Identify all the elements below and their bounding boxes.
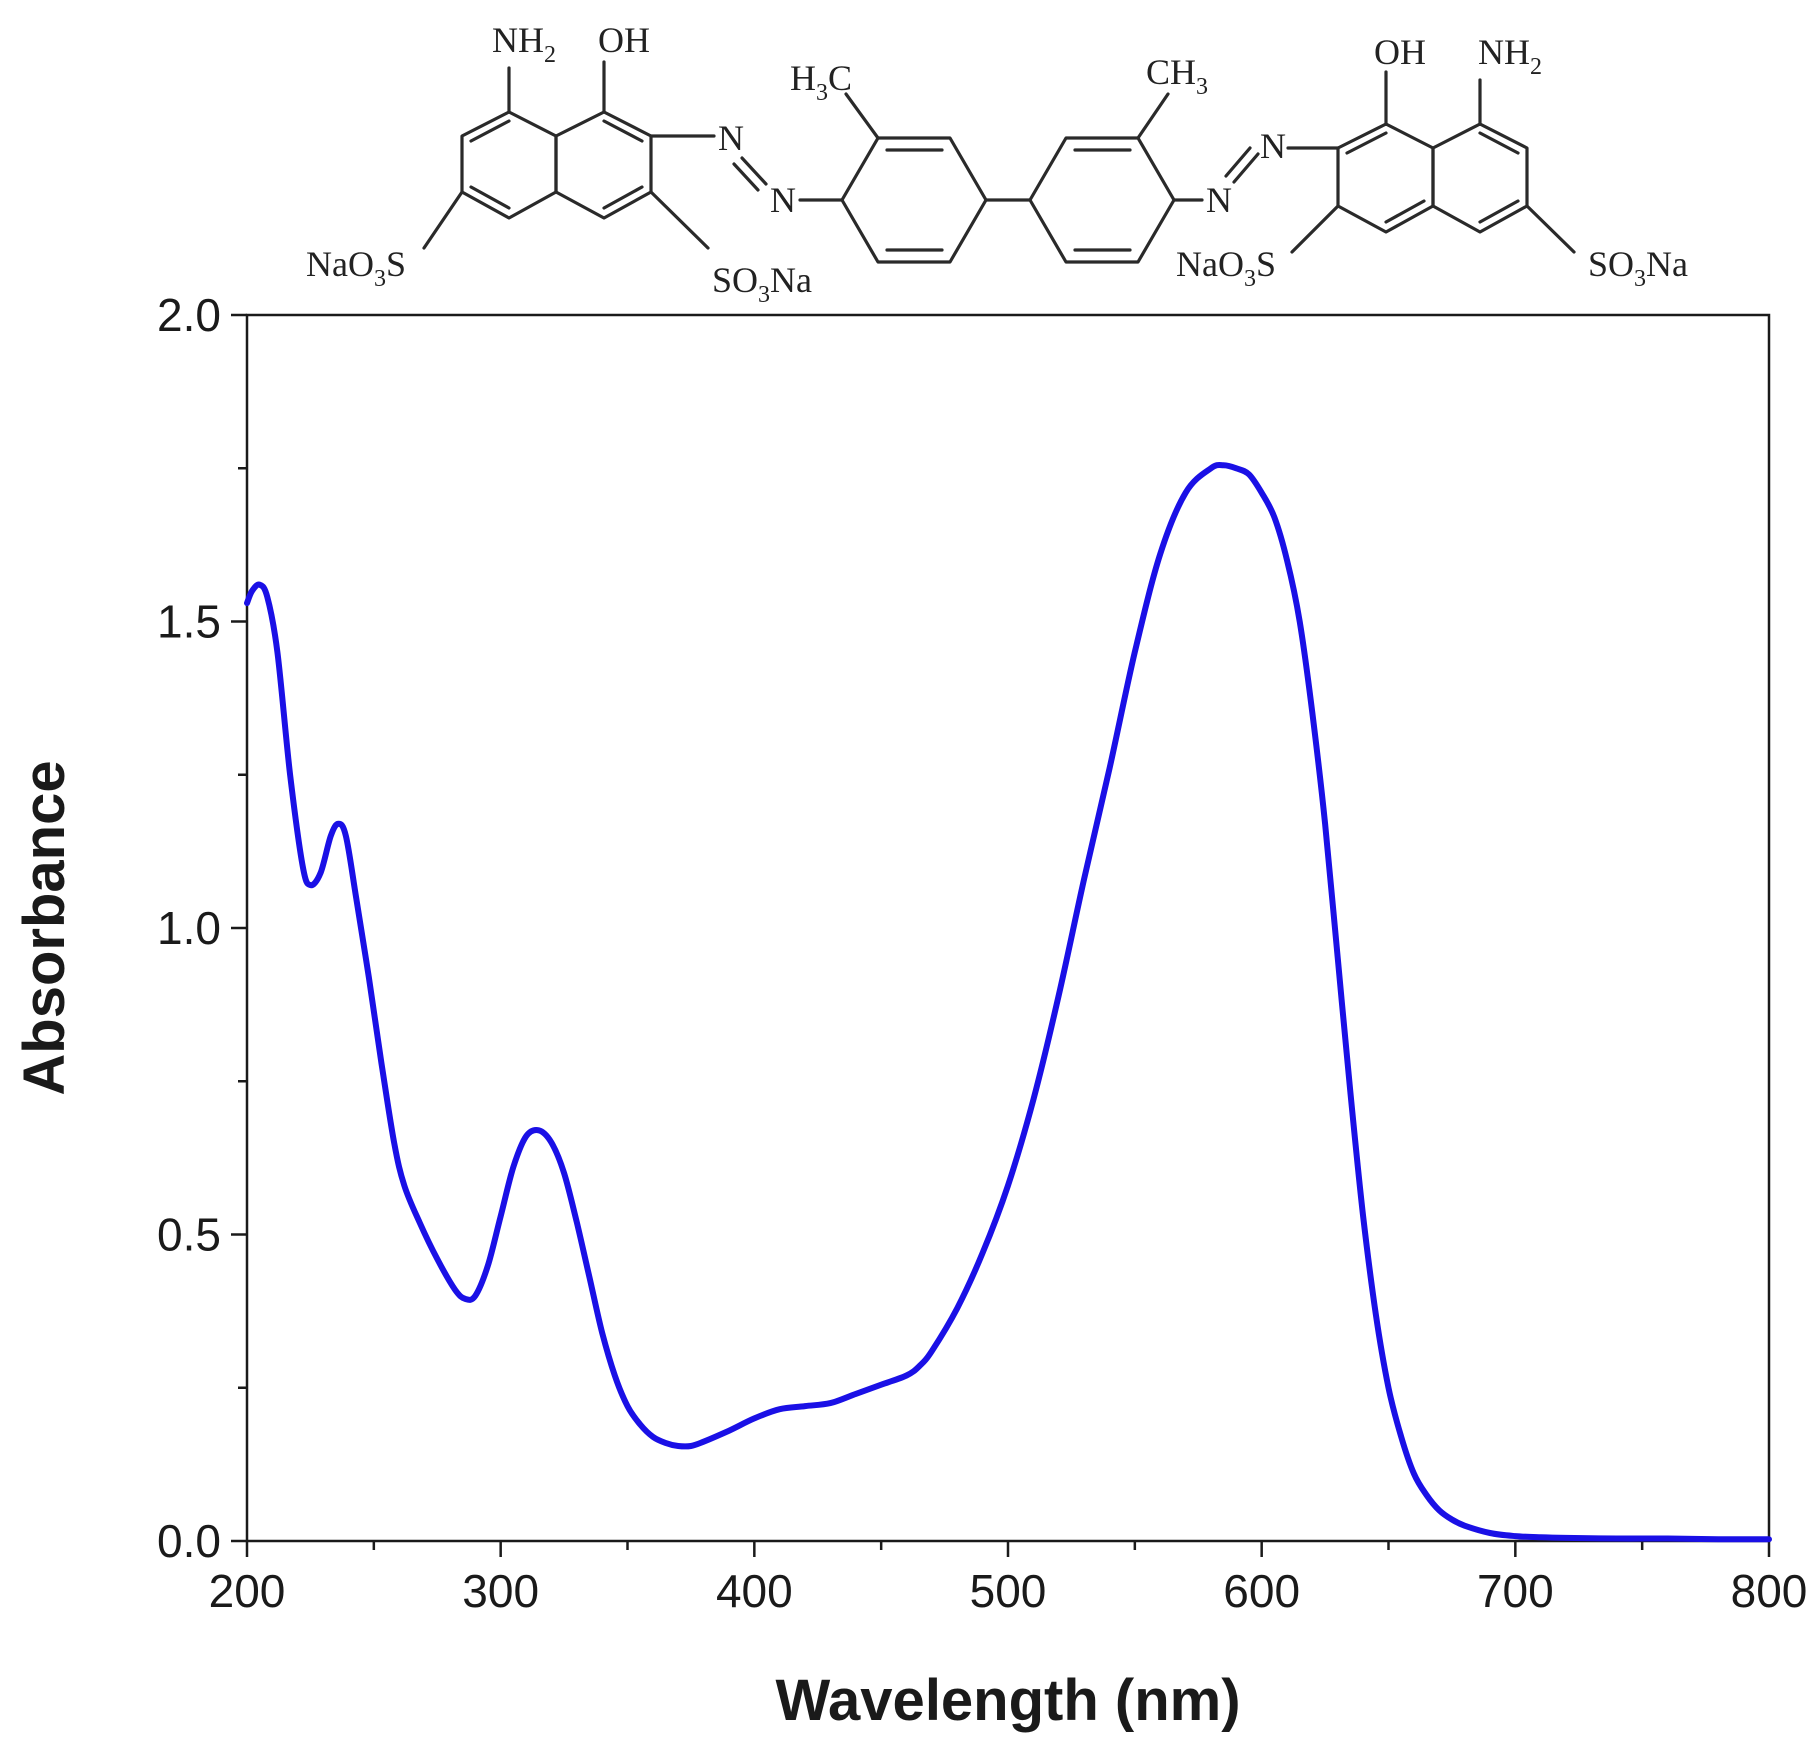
left-naphthalene-ring-a bbox=[460, 110, 558, 220]
nh2-left-label: NH bbox=[492, 20, 544, 60]
nh2-right-label: NH bbox=[1478, 32, 1530, 72]
x-tick-label: 200 bbox=[209, 1565, 286, 1617]
azo-n-right-bottom: N bbox=[1206, 180, 1232, 220]
svg-text:SO3Na: SO3Na bbox=[712, 260, 812, 308]
oh-right-label: OH bbox=[1374, 32, 1426, 72]
biphenyl-ring-left bbox=[840, 136, 988, 264]
absorbance-series-line bbox=[244, 461, 1772, 1543]
x-tick-label: 700 bbox=[1477, 1565, 1554, 1617]
x-tick-label: 400 bbox=[716, 1565, 793, 1617]
h3c-label: H bbox=[790, 58, 816, 98]
so3na-right-label: SO bbox=[1588, 244, 1634, 284]
x-tick-label: 600 bbox=[1223, 1565, 1300, 1617]
biphenyl-ring-right bbox=[1028, 136, 1176, 264]
nao3s-right-label: NaO bbox=[1176, 244, 1244, 284]
azo-n-left-top: N bbox=[718, 118, 744, 158]
x-tick-label: 800 bbox=[1731, 1565, 1808, 1617]
nao3s-left-label: NaO bbox=[306, 244, 374, 284]
y-tick-label: 1.5 bbox=[157, 596, 221, 648]
svg-text:NH2: NH2 bbox=[1478, 32, 1542, 80]
right-naphthalene-ring-a bbox=[1336, 122, 1435, 234]
azo-n-left-bottom: N bbox=[770, 180, 796, 220]
svg-text:CH3: CH3 bbox=[1146, 52, 1208, 100]
chemical-structure: NH2 OH N N H3C CH3 N N OH NH2 NaO3S SO3N… bbox=[306, 20, 1688, 308]
y-tick-label: 2.0 bbox=[157, 289, 221, 341]
ch3-label: CH bbox=[1146, 52, 1196, 92]
plot-area: 200 300 400 500 600 700 800 0.0 0.5 1.0 1.5 2.0 Wa… bbox=[12, 289, 1807, 1733]
right-naphthalene-ring-b bbox=[1431, 122, 1529, 234]
left-naphthalene-ring-b bbox=[554, 110, 653, 220]
svg-text:SO3Na: SO3Na bbox=[1588, 244, 1688, 292]
so3na-left-label: SO bbox=[712, 260, 758, 300]
y-tick-label: 1.0 bbox=[157, 902, 221, 954]
y-axis-title: Absorbance bbox=[12, 760, 77, 1095]
svg-text:H3C: H3C bbox=[790, 58, 852, 106]
plot-frame bbox=[245, 313, 1771, 1543]
x-tick-label: 300 bbox=[462, 1565, 539, 1617]
oh-left-label: OH bbox=[598, 20, 650, 60]
x-axis-title: Wavelength (nm) bbox=[775, 1668, 1240, 1733]
y-tick-label: 0.5 bbox=[157, 1209, 221, 1261]
x-tick-label: 500 bbox=[970, 1565, 1047, 1617]
x-axis: 200 300 400 500 600 700 800 bbox=[209, 1541, 1808, 1617]
svg-text:NaO3S: NaO3S bbox=[306, 244, 406, 292]
y-axis: 0.0 0.5 1.0 1.5 2.0 bbox=[157, 289, 247, 1567]
azo-n-right-top: N bbox=[1260, 126, 1286, 166]
svg-text:NaO3S: NaO3S bbox=[1176, 244, 1276, 292]
svg-text:NH2: NH2 bbox=[492, 20, 556, 68]
y-tick-label: 0.0 bbox=[157, 1515, 221, 1567]
